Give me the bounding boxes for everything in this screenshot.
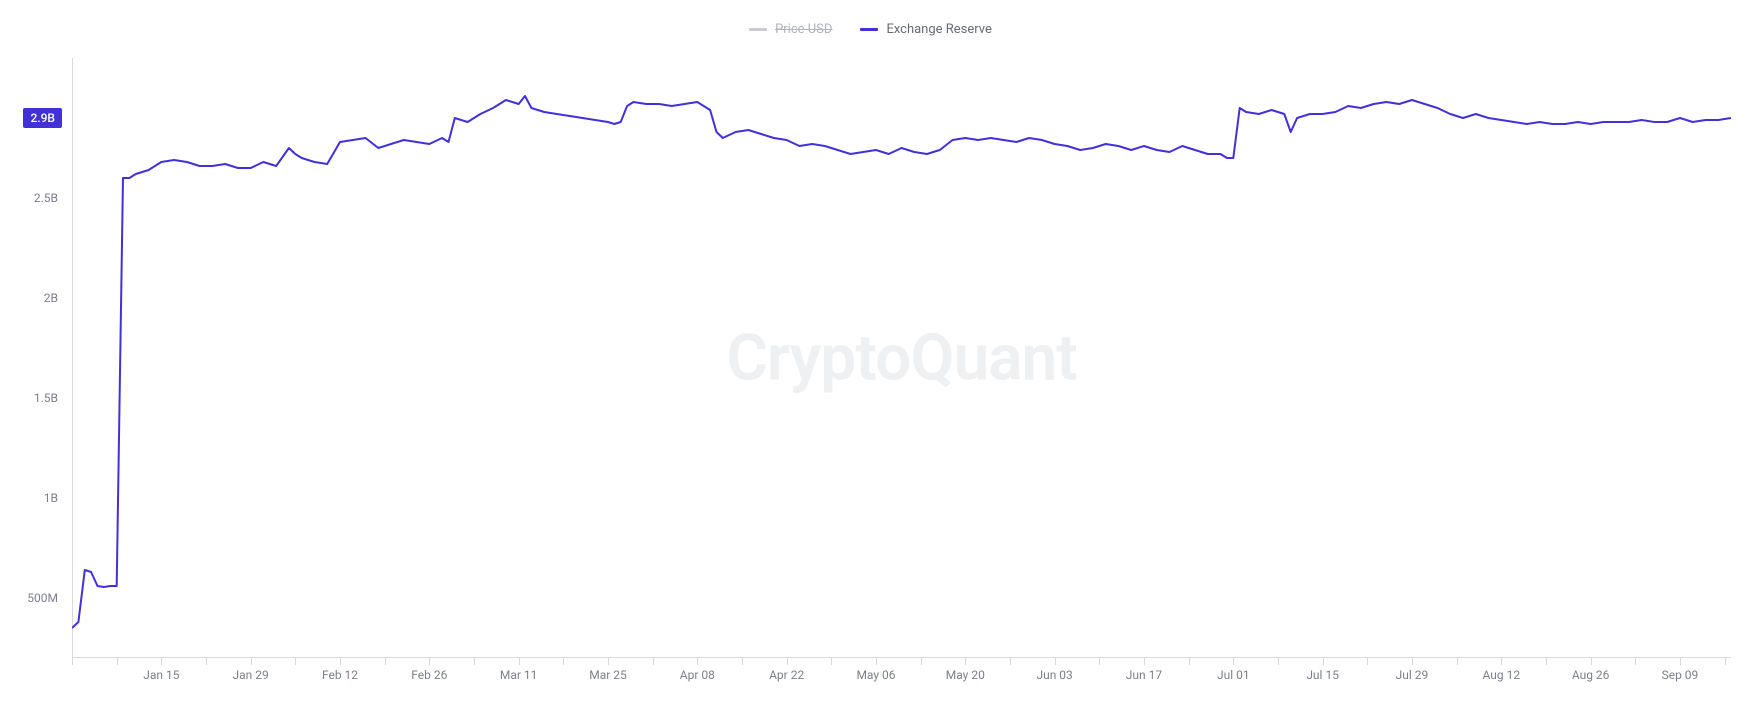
x-tick <box>697 658 698 665</box>
x-tick-label: Mar 11 <box>500 668 538 682</box>
legend-swatch-icon <box>860 28 878 31</box>
x-tick <box>1278 658 1279 665</box>
series-line <box>72 96 1731 628</box>
x-tick <box>608 658 609 665</box>
x-axis: Jan 15 Jan 29 Feb 12 Feb 26 Mar 11 Mar 25 Apr … <box>72 658 1731 698</box>
x-tick <box>742 658 743 665</box>
x-tick <box>1055 658 1056 665</box>
x-tick-label: Jan 15 <box>143 668 179 682</box>
x-tick <box>251 658 252 665</box>
x-tick-label: Jun 17 <box>1126 668 1162 682</box>
plot-area[interactable]: CryptoQuant <box>72 58 1731 658</box>
x-tick-label: Jun 03 <box>1036 668 1072 682</box>
x-tick <box>876 658 877 665</box>
x-tick <box>1323 658 1324 665</box>
x-tick-label: May 06 <box>856 668 895 682</box>
x-tick <box>206 658 207 665</box>
y-tick-label: 1.5B <box>34 391 58 405</box>
x-tick <box>1189 658 1190 665</box>
y-axis: 500M 1B 1.5B 2B 2.5B 2.9B <box>0 58 72 698</box>
x-tick <box>921 658 922 665</box>
x-tick <box>519 658 520 665</box>
x-tick <box>1635 658 1636 665</box>
x-tick <box>1591 658 1592 665</box>
x-tick <box>72 658 73 665</box>
x-tick-label: Feb 26 <box>411 668 447 682</box>
x-tick-label: Jan 29 <box>233 668 269 682</box>
x-tick-label: Jul 15 <box>1306 668 1339 682</box>
y-tick-label: 500M <box>27 591 58 605</box>
x-tick <box>653 658 654 665</box>
x-tick <box>1233 658 1234 665</box>
x-tick <box>117 658 118 665</box>
y-tick-label: 1B <box>44 491 58 505</box>
x-tick-label: Apr 08 <box>680 668 715 682</box>
x-tick <box>295 658 296 665</box>
x-tick <box>1457 658 1458 665</box>
x-tick <box>1412 658 1413 665</box>
x-tick-label: Sep 09 <box>1662 668 1699 682</box>
x-tick <box>965 658 966 665</box>
legend-item-price[interactable]: Price USD <box>749 22 832 37</box>
chart-svg <box>72 58 1731 658</box>
chart-area: 500M1B1.5B2B2.5B2.9B CryptoQuant Jan 15J… <box>0 58 1741 698</box>
y-tick-label: 2.5B <box>34 191 58 205</box>
x-tick <box>385 658 386 665</box>
x-tick-label: May 20 <box>946 668 985 682</box>
x-tick <box>1099 658 1100 665</box>
x-tick <box>563 658 564 665</box>
x-tick-label: Mar 25 <box>589 668 627 682</box>
x-tick-label: Aug 12 <box>1482 668 1520 682</box>
x-tick <box>429 658 430 665</box>
x-tick-label: Jul 01 <box>1217 668 1250 682</box>
x-tick <box>1546 658 1547 665</box>
legend-swatch-icon <box>749 28 767 31</box>
legend-label: Exchange Reserve <box>886 22 991 37</box>
x-tick <box>340 658 341 665</box>
legend-item-reserve[interactable]: Exchange Reserve <box>860 22 991 37</box>
y-axis-current-badge: 2.9B <box>23 108 62 128</box>
x-tick <box>1144 658 1145 665</box>
x-tick-label: Jul 29 <box>1396 668 1429 682</box>
x-tick <box>1501 658 1502 665</box>
x-tick-label: Feb 12 <box>322 668 358 682</box>
x-tick <box>1010 658 1011 665</box>
chart-legend: Price USD Exchange Reserve <box>0 22 1741 37</box>
x-tick <box>787 658 788 665</box>
x-tick <box>474 658 475 665</box>
y-tick-label: 2B <box>44 291 58 305</box>
x-tick <box>1367 658 1368 665</box>
x-tick <box>161 658 162 665</box>
x-tick <box>1680 658 1681 665</box>
legend-label: Price USD <box>775 22 832 37</box>
x-tick <box>1725 658 1726 665</box>
x-tick-label: Aug 26 <box>1572 668 1610 682</box>
x-tick <box>831 658 832 665</box>
x-tick-label: Apr 22 <box>769 668 804 682</box>
